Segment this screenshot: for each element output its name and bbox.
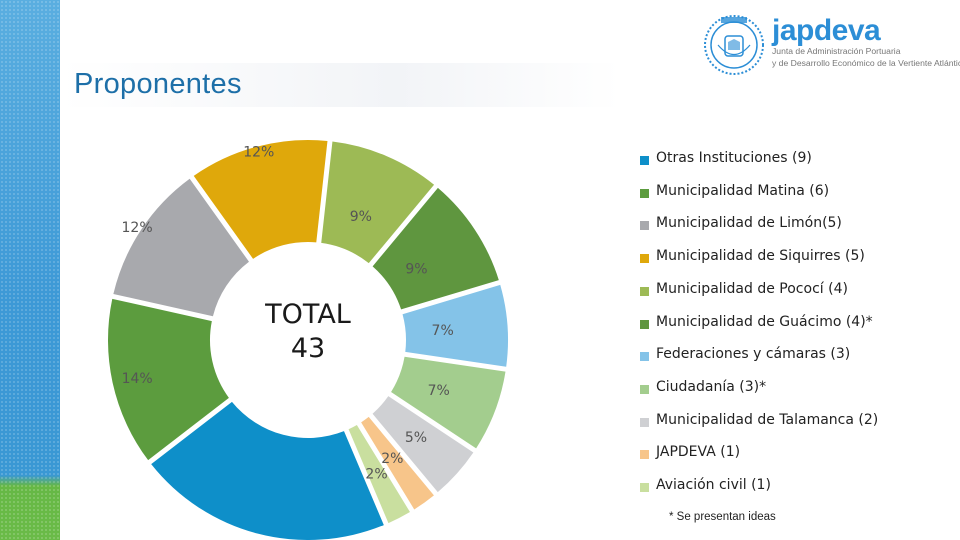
footnote: * Se presentan ideas [669,511,776,523]
side-decorative-strip [0,0,60,540]
slice-label-6: 7% [432,323,454,339]
page-title: Proponentes [74,68,242,100]
slice-label-8: 5% [405,430,427,446]
legend-label: Ciudadanía (3)* [656,378,767,395]
slice-8 [372,396,474,493]
legend-swatch [640,319,649,329]
legend-swatch [640,450,649,460]
slice-label-4: 9% [350,209,372,225]
legend-label: Municipalidad Matina (6) [656,182,830,199]
legend-label: Municipalidad de Talamanca (2) [656,411,879,428]
slice-7 [391,356,506,449]
legend-swatch [640,286,649,296]
legend-swatch [640,188,649,198]
slice-label-9: 2% [381,451,403,467]
slice-2 [113,178,249,317]
slice-10 [348,424,410,524]
legend-swatch [640,221,649,231]
legend-label: Municipalidad de Guácimo (4)* [656,313,873,330]
logo-subtitle-line1: Junta de Administración Portuaria [772,46,901,56]
slice-6 [402,284,509,367]
slice-0 [151,401,384,540]
logo-wordmark: japdeva [772,14,881,47]
legend-swatch [640,254,649,264]
japdeva-logo: japdeva Junta de Administración Portuari… [704,12,960,80]
slice-label-3: 12% [243,144,274,160]
legend-swatch [640,483,649,492]
slice-label-2: 12% [122,220,153,236]
japdeva-seal-icon [704,15,764,75]
legend-swatch [640,156,649,165]
slice-1 [107,298,229,461]
legend-swatch [640,384,649,394]
slice-label-5: 9% [405,261,427,277]
legend-label: Municipalidad de Pococí (4) [656,280,848,297]
slice-4 [321,141,435,264]
center-total-value: 43 [290,333,326,364]
slice-5 [372,187,499,310]
slice-3 [193,140,328,259]
legend-label: Aviación civil (1) [656,477,771,493]
legend-label: Municipalidad de Limón(5) [656,215,842,232]
center-total-label: TOTAL [265,299,351,330]
slice-label-1: 14% [122,371,153,387]
legend-swatch [640,417,649,427]
slice-label-7: 7% [428,383,450,399]
logo-subtitle-line2: y de Desarrollo Económico de la Vertient… [772,58,960,68]
legend-label: Otras Instituciones (9) [656,150,812,166]
legend-label: Federaciones y cámaras (3) [656,346,851,363]
slice-9 [361,416,434,510]
chart-center-total: TOTAL 43 [246,298,370,366]
slice-label-10: 2% [365,466,387,482]
legend-label: JAPDEVA (1) [656,444,741,461]
legend-label: Municipalidad de Siquirres (5) [656,248,865,265]
legend-swatch [640,352,649,362]
title-bar [60,63,620,107]
